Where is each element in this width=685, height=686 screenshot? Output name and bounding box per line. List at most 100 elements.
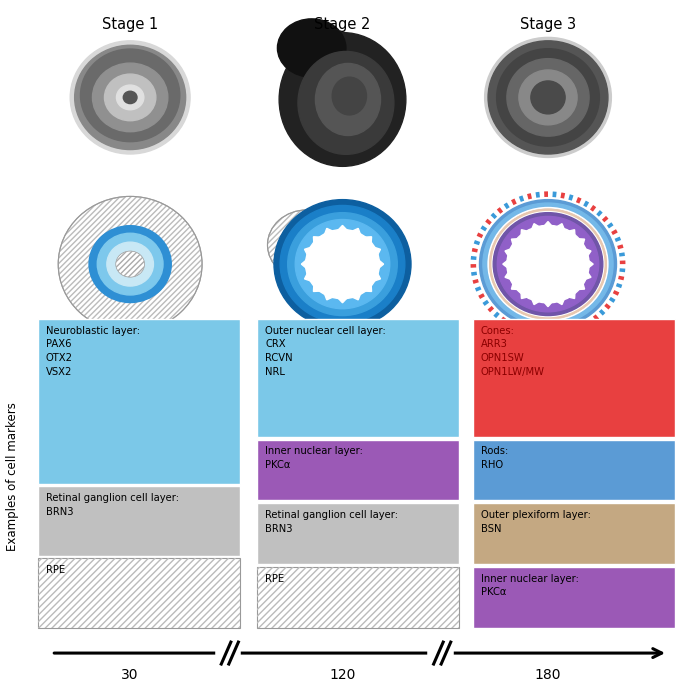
- Ellipse shape: [492, 212, 604, 317]
- Ellipse shape: [116, 85, 144, 110]
- Ellipse shape: [474, 195, 622, 333]
- FancyBboxPatch shape: [473, 440, 675, 501]
- Ellipse shape: [295, 220, 390, 309]
- Polygon shape: [336, 226, 349, 233]
- Text: Stage 2: Stage 2: [314, 17, 371, 32]
- Polygon shape: [301, 258, 309, 270]
- Ellipse shape: [279, 33, 406, 167]
- Polygon shape: [349, 291, 362, 300]
- Ellipse shape: [277, 19, 346, 78]
- Polygon shape: [512, 281, 521, 289]
- Ellipse shape: [493, 213, 603, 316]
- Ellipse shape: [97, 233, 163, 295]
- Polygon shape: [531, 224, 542, 232]
- Text: Stage 3: Stage 3: [520, 17, 576, 32]
- Ellipse shape: [483, 203, 613, 325]
- FancyBboxPatch shape: [38, 319, 240, 484]
- Polygon shape: [512, 239, 521, 248]
- Ellipse shape: [507, 225, 589, 303]
- Ellipse shape: [484, 38, 611, 158]
- Polygon shape: [503, 259, 510, 270]
- Text: Stage 1: Stage 1: [102, 17, 158, 32]
- Polygon shape: [371, 246, 380, 258]
- Polygon shape: [503, 259, 510, 270]
- Text: 30: 30: [121, 668, 139, 682]
- FancyBboxPatch shape: [257, 440, 459, 501]
- Text: Inner nuclear layer:
PKCα: Inner nuclear layer: PKCα: [481, 573, 579, 598]
- FancyBboxPatch shape: [38, 486, 240, 556]
- Polygon shape: [575, 281, 584, 289]
- Polygon shape: [505, 248, 514, 259]
- Ellipse shape: [58, 196, 202, 332]
- Ellipse shape: [315, 64, 381, 136]
- FancyBboxPatch shape: [473, 504, 675, 564]
- Polygon shape: [554, 296, 565, 305]
- Ellipse shape: [267, 210, 346, 280]
- Text: 180: 180: [535, 668, 561, 682]
- Ellipse shape: [531, 81, 565, 114]
- Polygon shape: [542, 300, 554, 307]
- Polygon shape: [305, 246, 314, 258]
- Ellipse shape: [298, 51, 394, 154]
- Polygon shape: [323, 291, 336, 300]
- Polygon shape: [521, 289, 531, 298]
- Polygon shape: [554, 224, 565, 232]
- Polygon shape: [542, 300, 554, 307]
- Ellipse shape: [104, 74, 156, 121]
- Ellipse shape: [81, 49, 179, 142]
- Text: RPE: RPE: [46, 565, 65, 576]
- Polygon shape: [586, 259, 593, 270]
- FancyBboxPatch shape: [257, 567, 459, 628]
- Ellipse shape: [89, 226, 171, 303]
- Ellipse shape: [519, 70, 577, 125]
- Text: Cones:
ARR3
OPN1SW
OPN1LW/MW: Cones: ARR3 OPN1SW OPN1LW/MW: [481, 326, 545, 377]
- Polygon shape: [575, 239, 584, 248]
- Text: Inner nuclear layer:
PKCα: Inner nuclear layer: PKCα: [265, 447, 363, 470]
- FancyBboxPatch shape: [473, 567, 675, 628]
- FancyBboxPatch shape: [257, 319, 459, 437]
- Polygon shape: [371, 270, 380, 282]
- Polygon shape: [531, 296, 542, 305]
- Polygon shape: [521, 230, 531, 239]
- Polygon shape: [512, 239, 521, 248]
- Ellipse shape: [107, 242, 153, 286]
- Text: Outer nuclear cell layer:
CRX
RCVN
NRL: Outer nuclear cell layer: CRX RCVN NRL: [265, 326, 386, 377]
- Polygon shape: [575, 239, 584, 248]
- Ellipse shape: [495, 214, 601, 314]
- Text: RPE: RPE: [265, 573, 284, 584]
- FancyBboxPatch shape: [38, 558, 240, 628]
- Polygon shape: [362, 282, 371, 292]
- Polygon shape: [521, 230, 531, 239]
- Text: Outer plexiform layer:
BSN: Outer plexiform layer: BSN: [481, 510, 590, 534]
- Polygon shape: [582, 270, 591, 281]
- Ellipse shape: [497, 49, 599, 146]
- FancyBboxPatch shape: [473, 319, 675, 437]
- Text: Retinal ganglion cell layer:
BRN3: Retinal ganglion cell layer: BRN3: [265, 510, 398, 534]
- Polygon shape: [582, 248, 591, 259]
- Text: Rods:
RHO: Rods: RHO: [481, 447, 508, 470]
- Polygon shape: [531, 224, 542, 232]
- Polygon shape: [505, 270, 514, 281]
- Ellipse shape: [332, 77, 366, 115]
- Polygon shape: [362, 237, 371, 246]
- Polygon shape: [582, 248, 591, 259]
- FancyBboxPatch shape: [257, 504, 459, 564]
- Polygon shape: [542, 222, 554, 228]
- Ellipse shape: [488, 41, 608, 154]
- Ellipse shape: [92, 63, 168, 132]
- Ellipse shape: [123, 91, 137, 104]
- Polygon shape: [314, 237, 323, 246]
- Polygon shape: [554, 224, 565, 232]
- Ellipse shape: [497, 217, 599, 311]
- Ellipse shape: [274, 200, 411, 329]
- Polygon shape: [582, 270, 591, 281]
- Text: Neuroblastic layer:
PAX6
OTX2
VSX2: Neuroblastic layer: PAX6 OTX2 VSX2: [46, 326, 140, 377]
- Ellipse shape: [71, 41, 190, 154]
- Polygon shape: [542, 222, 554, 228]
- Polygon shape: [505, 248, 514, 259]
- Polygon shape: [531, 296, 542, 305]
- Ellipse shape: [116, 251, 145, 277]
- Polygon shape: [565, 230, 575, 239]
- Polygon shape: [521, 289, 531, 298]
- Polygon shape: [349, 228, 362, 237]
